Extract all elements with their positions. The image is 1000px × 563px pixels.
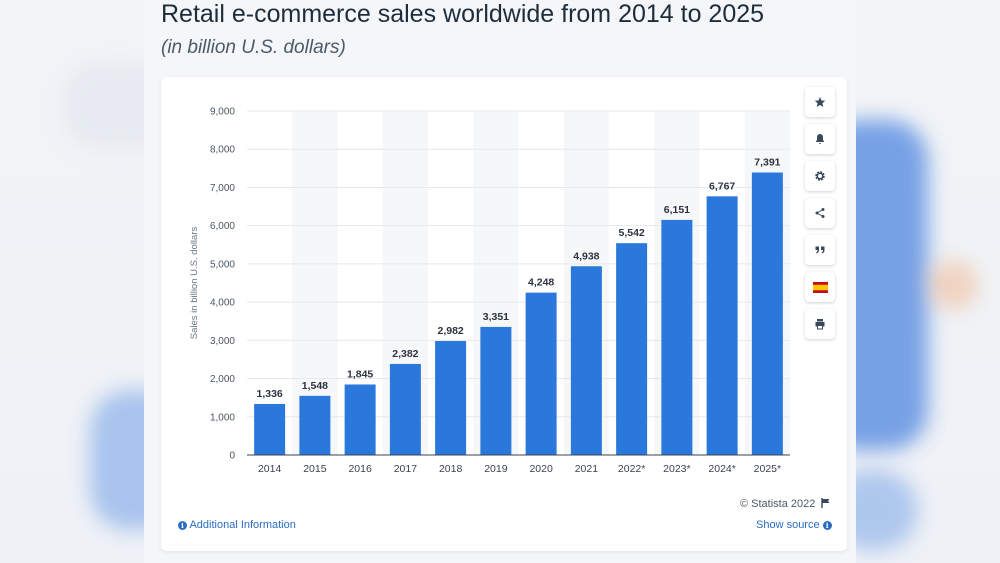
- page-title: Retail e-commerce sales worldwide from 2…: [161, 0, 765, 28]
- share-button[interactable]: [805, 198, 835, 228]
- star-icon: [814, 97, 826, 107]
- info-icon: i: [178, 521, 187, 530]
- bar: [389, 363, 421, 455]
- background-left: [0, 0, 150, 563]
- bar: [525, 292, 557, 455]
- bar: [299, 395, 331, 455]
- quote-icon: [815, 246, 825, 254]
- additional-information-label: Additional Information: [189, 519, 296, 531]
- gear-icon: [815, 171, 825, 181]
- x-tick-label: 2017: [394, 463, 418, 475]
- data-label: 1,845: [347, 368, 373, 380]
- bar: [751, 172, 783, 455]
- data-label: 3,351: [483, 311, 509, 323]
- x-tick-label: 2014: [258, 463, 282, 475]
- data-label: 1,336: [256, 388, 282, 400]
- y-tick-label: 2,000: [210, 374, 235, 385]
- y-tick-label: 9,000: [210, 107, 235, 118]
- y-axis-title: Sales in billion U.S. dollars: [189, 227, 200, 340]
- flag-es-icon: [812, 281, 828, 293]
- data-label: 6,767: [709, 180, 735, 192]
- print-button[interactable]: [805, 309, 835, 339]
- show-source-link[interactable]: Show source i: [756, 519, 832, 531]
- bar: [661, 219, 693, 455]
- data-label: 2,982: [437, 325, 463, 337]
- bar: [706, 196, 738, 455]
- share-icon: [815, 208, 825, 218]
- data-label: 1,548: [302, 380, 328, 392]
- y-tick-label: 6,000: [210, 221, 235, 232]
- data-label: 6,151: [664, 204, 690, 216]
- x-tick-label: 2020: [529, 463, 553, 475]
- y-tick-label: 7,000: [210, 183, 235, 194]
- bar: [344, 384, 376, 455]
- bell-icon: [816, 134, 824, 144]
- y-tick-label: 1,000: [210, 412, 235, 423]
- x-tick-label: 2015: [303, 463, 327, 475]
- y-tick-label: 4,000: [210, 298, 235, 309]
- bar-chart: 0 1,000 2,000 3,000 4,000 5,000 6,000 7,000 8,00…: [189, 107, 790, 475]
- data-label: 7,391: [754, 156, 780, 168]
- data-label: 4,248: [528, 277, 554, 289]
- data-label: 2,382: [392, 348, 418, 360]
- data-label: 4,938: [573, 250, 599, 262]
- language-button[interactable]: [805, 272, 835, 302]
- show-source-label: Show source: [756, 519, 820, 531]
- background-right: [848, 0, 1000, 563]
- x-tick-label: 2024*: [708, 463, 735, 475]
- data-label: 5,542: [618, 227, 644, 239]
- bar: [435, 341, 467, 455]
- x-tick-label: 2025*: [754, 463, 781, 475]
- y-tick-label: 5,000: [210, 259, 235, 270]
- bar: [570, 266, 602, 455]
- settings-button[interactable]: [805, 161, 835, 191]
- statista-credit: © Statista 2022: [740, 498, 831, 510]
- notification-button[interactable]: [805, 124, 835, 154]
- x-tick-label: 2023*: [663, 463, 690, 475]
- y-tick-label: 3,000: [210, 336, 235, 347]
- page-subtitle: (in billion U.S. dollars): [161, 37, 346, 58]
- flag-icon: [821, 498, 830, 508]
- y-tick-label: 8,000: [210, 145, 235, 156]
- print-icon: [815, 319, 825, 330]
- credit-text: © Statista 2022: [740, 498, 816, 510]
- chart-toolbar: [805, 87, 835, 346]
- y-tick-label: 0: [229, 451, 235, 462]
- x-tick-label: 2019: [484, 463, 508, 475]
- additional-information-link[interactable]: i Additional Information: [178, 519, 296, 531]
- bar: [616, 243, 648, 455]
- bar: [254, 403, 286, 455]
- x-tick-label: 2018: [439, 463, 463, 475]
- x-tick-label: 2021: [575, 463, 599, 475]
- cite-button[interactable]: [805, 235, 835, 265]
- bar: [480, 326, 512, 455]
- favorite-button[interactable]: [805, 87, 835, 117]
- x-tick-label: 2022*: [618, 463, 645, 475]
- info-icon: i: [822, 521, 832, 530]
- x-tick-label: 2016: [348, 463, 372, 475]
